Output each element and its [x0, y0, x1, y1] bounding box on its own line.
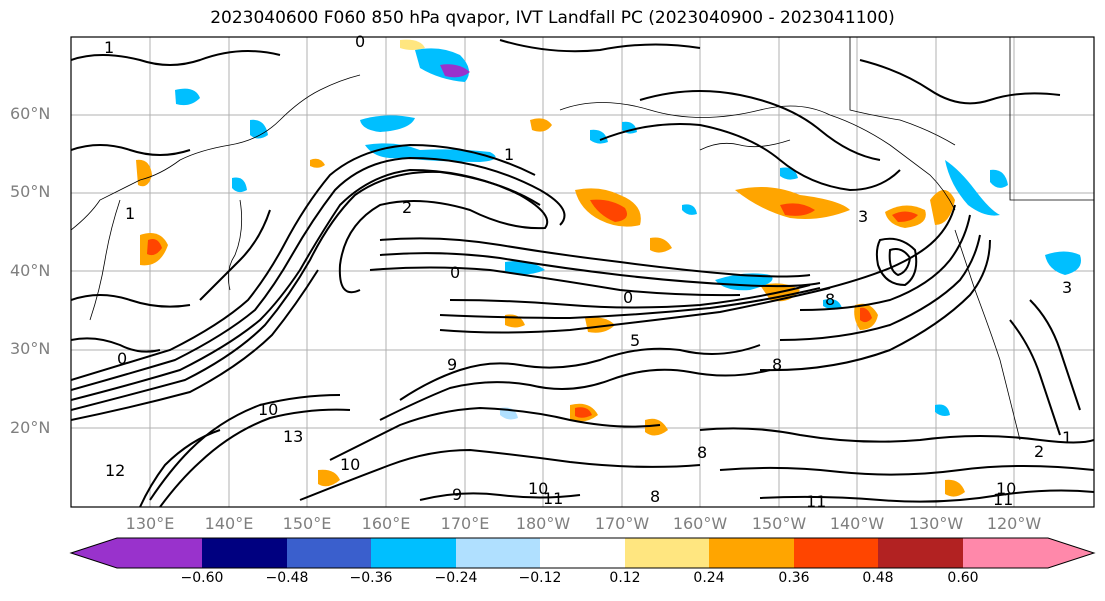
contour-label: 2: [1034, 442, 1044, 461]
contour-label: 10: [996, 479, 1016, 498]
lon-label: 170°W: [594, 514, 650, 533]
gridlines: [71, 37, 1094, 507]
contour-label: 0: [450, 263, 460, 282]
contour-label: 8: [825, 290, 835, 309]
contour-label: 1: [504, 145, 514, 164]
map-panel: 1 0 1 2 0 1 0 3 3 8 8 0 5 9 10 13 10 11 …: [70, 32, 1095, 511]
colorbar-tick: 0.12: [609, 570, 641, 586]
contour-label-group: 1 0 1 2 0 1 0 3 3 8 8 0 5 9 10 13 10 11 …: [104, 32, 1072, 511]
colorbar-segment: [963, 538, 1094, 568]
lat-label: 30°N: [10, 339, 51, 358]
contour-label: 11: [543, 489, 563, 508]
colorbar-outline: [69, 537, 1096, 569]
qvapor-negative-patches: [175, 48, 1081, 420]
lat-label: 60°N: [10, 104, 51, 123]
contour-label: 0: [623, 288, 633, 307]
ivt-contours: [71, 39, 1094, 507]
lat-label: 40°N: [10, 261, 51, 280]
contour-label: 11: [993, 490, 1013, 509]
coastlines: [71, 37, 1094, 441]
colorbar-segment: [540, 538, 625, 568]
contour-label: 10: [340, 455, 360, 474]
colorbar-tick: 0.48: [862, 570, 894, 586]
contour-label: 10: [528, 479, 548, 498]
contour-label: 10: [258, 400, 278, 419]
lon-label: 150°E: [282, 514, 332, 533]
lon-label: 170°E: [440, 514, 490, 533]
map-title: 2023040600 F060 850 hPa qvapor, IVT Land…: [210, 8, 895, 28]
contour-label: 0: [355, 32, 365, 51]
lon-label: 130°W: [908, 514, 964, 533]
colorbar-tick: 0.24: [693, 570, 725, 586]
contour-label: 1: [125, 204, 135, 223]
map-background: [71, 37, 1094, 507]
colorbar-tick: −0.36: [349, 570, 393, 586]
colorbar-tick: 0.60: [947, 570, 979, 586]
colorbar-tick: −0.12: [518, 570, 562, 586]
colorbar-segment: [456, 538, 540, 568]
contour-label: 0: [117, 349, 127, 368]
contour-label: 9: [447, 355, 457, 374]
contour-label: 8: [650, 487, 660, 506]
contour-label: 3: [1062, 278, 1072, 297]
colorbar-tick: −0.48: [265, 570, 309, 586]
lon-label: 140°E: [204, 514, 254, 533]
colorbar-segment: [709, 538, 794, 568]
colorbar-segment: [287, 538, 371, 568]
lat-label: 50°N: [10, 182, 51, 201]
contour-label: 1: [104, 38, 114, 57]
map-frame: [70, 36, 1095, 508]
contour-label: 8: [697, 443, 707, 462]
lon-label: 130°E: [125, 514, 175, 533]
colorbar-segment: [794, 538, 878, 568]
contour-label: 11: [806, 492, 826, 511]
colorbar-segment: [878, 538, 963, 568]
colorbar-segment: [625, 538, 709, 568]
lon-label: 140°W: [829, 514, 885, 533]
contour-label: 2: [402, 198, 412, 217]
colorbar: [69, 537, 1096, 569]
lon-label: 180°W: [515, 514, 571, 533]
lon-label: 150°W: [751, 514, 807, 533]
lon-label: 160°W: [672, 514, 728, 533]
colorbar-tick: −0.24: [434, 570, 478, 586]
lat-label: 20°N: [10, 418, 51, 437]
colorbar-segment: [71, 538, 202, 568]
lon-label: 160°E: [361, 514, 411, 533]
contour-label: 13: [283, 427, 303, 446]
contour-label: 8: [772, 355, 782, 374]
lon-label: 120°W: [986, 514, 1042, 533]
qvapor-positive-patches: [136, 39, 965, 497]
colorbar-tick: −0.60: [180, 570, 224, 586]
colorbar-segment: [202, 538, 287, 568]
contour-label: 12: [105, 461, 125, 480]
contour-label: 5: [630, 331, 640, 350]
colorbar-segment: [371, 538, 456, 568]
colorbar-tick: 0.36: [778, 570, 810, 586]
contour-label: 1: [1062, 428, 1072, 447]
contour-label: 9: [452, 485, 462, 504]
contour-label: 3: [858, 207, 868, 226]
